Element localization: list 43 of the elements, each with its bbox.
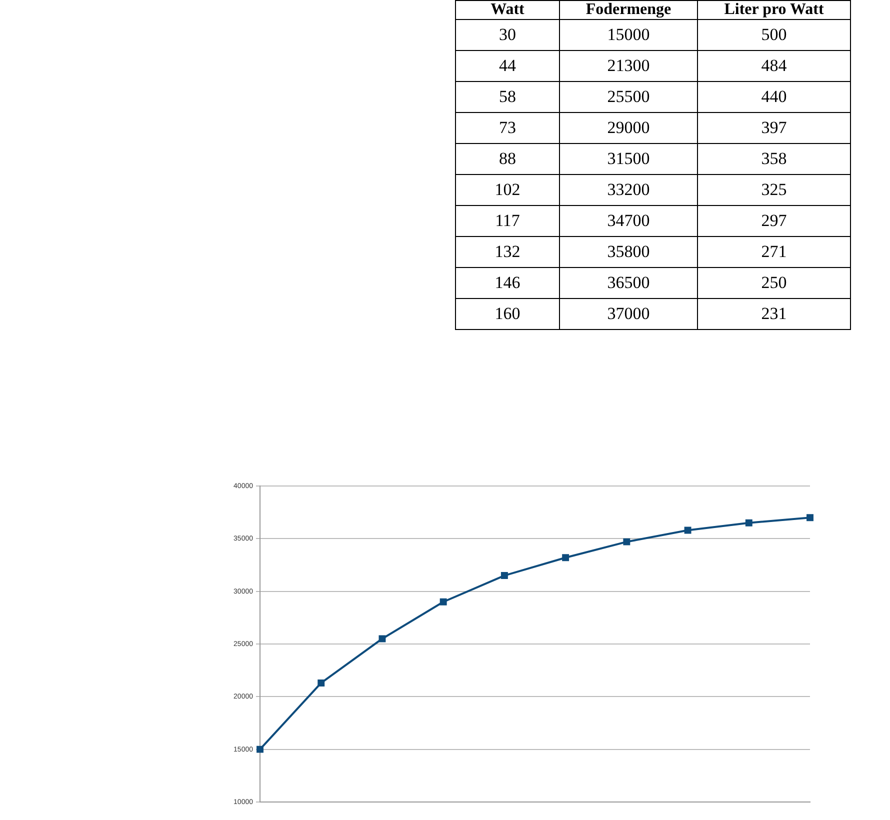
text: 35800: [560, 236, 698, 268]
text: Fodermenge: [560, 0, 698, 20]
text: 231: [698, 298, 850, 330]
point: [806, 514, 814, 522]
text: 160: [456, 298, 560, 330]
text: 29000: [560, 112, 698, 144]
point: [562, 554, 570, 562]
text: 325: [698, 174, 850, 206]
text: Watt: [456, 0, 560, 20]
text: 102: [456, 174, 560, 206]
text: 73: [456, 112, 560, 144]
text: 34700: [560, 206, 698, 236]
text: 132: [456, 236, 560, 268]
point: [318, 680, 325, 686]
text: 271: [698, 236, 850, 268]
point: [684, 526, 692, 534]
text: 21300: [560, 50, 698, 82]
text: 30: [456, 20, 560, 50]
text: 500: [698, 20, 850, 50]
text: 146: [456, 268, 560, 298]
text: 36500: [560, 268, 698, 298]
point: [256, 746, 264, 753]
text: 117: [456, 206, 560, 236]
text: 31500: [560, 144, 698, 174]
point: [500, 572, 508, 580]
text: 250: [698, 268, 850, 298]
point: [440, 598, 447, 606]
text: Liter pro Watt: [698, 0, 850, 20]
text: 58: [456, 82, 560, 112]
point: [378, 635, 386, 642]
text: 358: [698, 144, 850, 174]
text: 397: [698, 112, 850, 144]
text: 297: [698, 206, 850, 236]
text: 44: [456, 50, 560, 82]
text: 484: [698, 50, 850, 82]
point: [745, 519, 752, 526]
text: 15000: [560, 20, 698, 50]
text: 37000: [560, 298, 698, 330]
point: [623, 538, 630, 546]
text: 440: [698, 82, 850, 112]
text: 88: [456, 144, 560, 174]
text: 33200: [560, 174, 698, 206]
text: 25500: [560, 82, 698, 112]
